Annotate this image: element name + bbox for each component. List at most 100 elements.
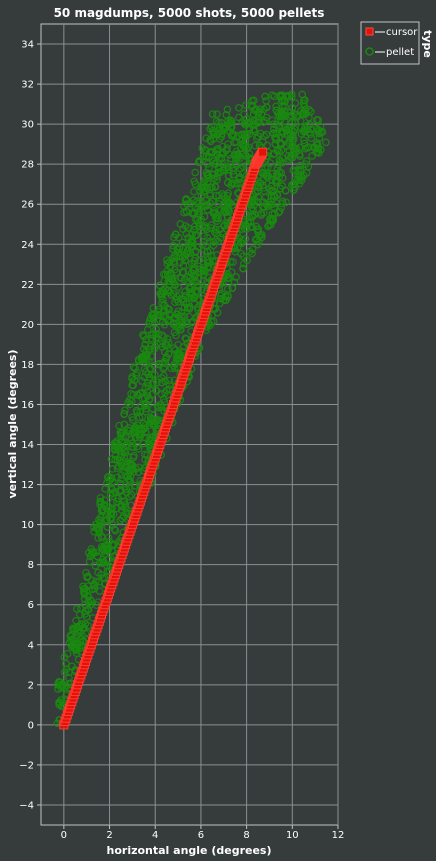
pellet-point — [194, 274, 203, 282]
pellet-point — [80, 590, 89, 599]
pellet-point — [126, 472, 135, 481]
pellet-point — [266, 200, 274, 209]
pellet-point — [174, 307, 183, 316]
pellet-point — [253, 235, 261, 244]
y-tick-label: 22 — [21, 280, 34, 291]
pellet-point — [304, 162, 313, 171]
pellet-point — [175, 354, 184, 362]
pellet-point — [160, 300, 168, 309]
pellet-point — [84, 598, 93, 607]
pellet-point — [81, 620, 90, 628]
pellet-point — [213, 151, 222, 159]
pellet-point — [239, 259, 248, 268]
pellet-point — [138, 377, 146, 385]
x-tick-label: 8 — [243, 830, 249, 841]
pellet-point — [80, 584, 89, 593]
pellet-point — [300, 136, 308, 145]
pellet-point — [95, 587, 104, 595]
pellet-point — [198, 241, 207, 249]
pellet-point — [174, 297, 183, 306]
pellet-point — [167, 275, 176, 284]
pellet-point — [276, 139, 285, 147]
pellet-point — [157, 292, 166, 301]
pellet-point — [117, 475, 126, 483]
pellet-point — [108, 504, 116, 513]
pellet-point — [211, 182, 219, 191]
pellet-point — [279, 127, 287, 136]
pellet-point — [73, 605, 81, 613]
pellet-point — [287, 181, 296, 189]
pellet-point — [194, 199, 203, 208]
pellet-point — [303, 125, 312, 134]
pellet-point — [96, 516, 105, 525]
pellet-point — [149, 378, 158, 387]
pellet-point — [183, 200, 191, 208]
pellet-point — [264, 171, 273, 180]
pellet-point — [125, 477, 134, 485]
pellet-point — [136, 408, 145, 416]
pellet-point — [240, 224, 249, 233]
pellet-point — [277, 91, 285, 100]
pellet-point — [250, 120, 259, 129]
x-tick-label: 12 — [332, 830, 345, 841]
pellet-point — [94, 534, 103, 542]
pellet-point — [130, 481, 139, 490]
legend-pellet-label: pellet — [386, 47, 414, 58]
pellet-point — [155, 281, 164, 290]
pellet-point — [252, 134, 261, 143]
pellet-point — [272, 106, 281, 115]
pellet-point — [95, 526, 104, 534]
pellet-point — [261, 193, 270, 202]
pellet-point — [300, 110, 308, 119]
pellet-point — [208, 110, 217, 118]
pellet-point — [262, 103, 271, 112]
pellet-point — [127, 435, 136, 444]
pellet-point — [193, 282, 201, 290]
pellet-point — [125, 396, 134, 404]
y-tick-label: 0 — [28, 720, 34, 731]
pellet-point — [165, 376, 174, 385]
pellet-point — [235, 113, 243, 122]
pellet-point — [200, 212, 209, 221]
pellet-point — [203, 206, 212, 214]
pellet-point — [183, 320, 191, 328]
pellet-point — [123, 426, 132, 434]
y-tick-label: 16 — [21, 400, 34, 411]
cursor-point — [258, 147, 268, 157]
pellet-point — [209, 157, 218, 166]
pellet-point — [106, 515, 115, 524]
pellet-point — [114, 494, 123, 503]
pellet-point — [248, 249, 256, 258]
pellet-point — [296, 161, 305, 170]
pellet-point — [191, 247, 200, 256]
pellet-point — [164, 350, 173, 358]
pellet-point — [187, 291, 195, 300]
pellet-point — [275, 156, 284, 164]
pellet-point — [242, 151, 250, 160]
pellet-point — [191, 168, 200, 177]
pellet-point — [136, 389, 145, 398]
x-tick-labels: 0 2 4 6 8 10 12 — [61, 830, 345, 841]
pellet-point — [138, 354, 146, 363]
pellet-point — [250, 210, 259, 219]
pellet-point — [239, 264, 247, 273]
pellet-point — [190, 177, 199, 186]
pellet-point — [136, 431, 145, 440]
pellet-point — [160, 276, 169, 285]
pellet-point — [322, 138, 330, 147]
pellet-point — [273, 164, 282, 173]
pellet-point — [189, 196, 198, 204]
pellet-point — [98, 544, 107, 553]
pellet-point — [228, 284, 237, 292]
pellet-point — [197, 191, 206, 200]
pellet-point — [58, 698, 67, 707]
pellet-point — [261, 92, 270, 101]
pellet-point — [224, 273, 232, 282]
pellet-point — [315, 129, 323, 138]
pellet-point — [246, 218, 255, 227]
pellet-point — [110, 525, 119, 534]
pellet-point — [146, 314, 155, 323]
pellet-point — [259, 183, 268, 192]
pellet-point — [129, 416, 137, 424]
pellet-point — [165, 385, 174, 394]
